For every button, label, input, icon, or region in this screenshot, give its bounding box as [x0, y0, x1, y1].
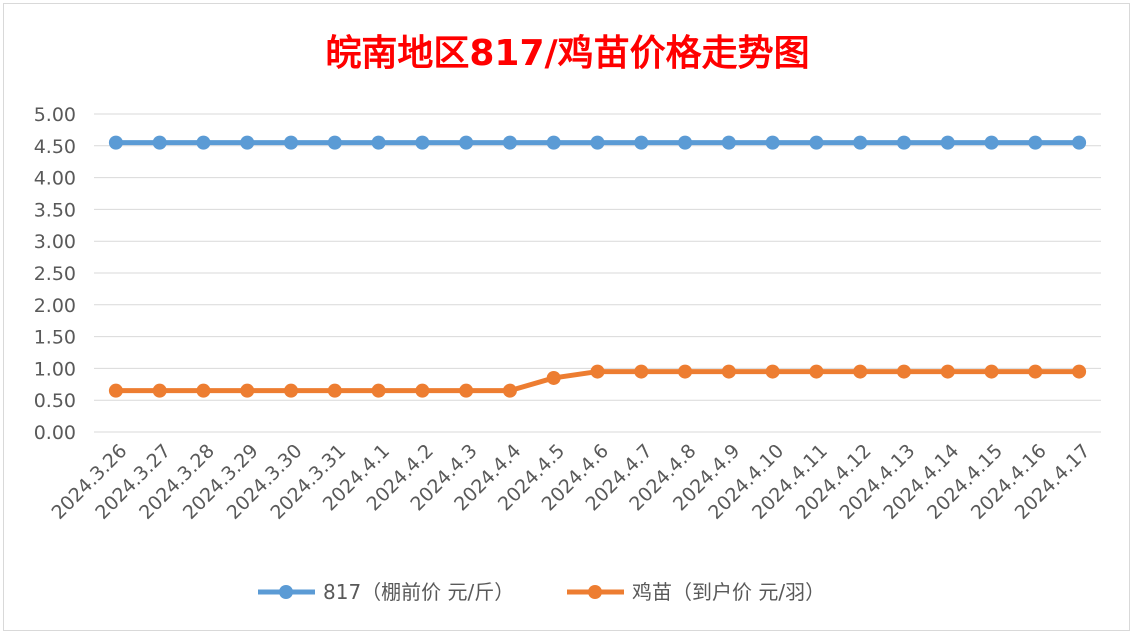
data-point	[1028, 135, 1043, 150]
legend-label: 817（棚前价 元/斤）	[323, 580, 514, 604]
gridlines	[94, 113, 1101, 433]
data-point	[984, 135, 999, 150]
data-point	[546, 370, 561, 385]
data-point	[634, 135, 649, 150]
data-point	[590, 364, 605, 379]
data-point	[853, 364, 868, 379]
data-point	[765, 364, 780, 379]
data-point	[108, 135, 123, 150]
legend-swatch-marker	[588, 585, 602, 599]
data-point	[459, 135, 474, 150]
y-axis-ticks: 0.00 0.50 1.00 1.50 2.00 2.50 3.00 3.50 4.00 4.50…	[34, 104, 76, 444]
data-point	[327, 383, 342, 398]
data-point	[1072, 135, 1087, 150]
data-point	[240, 135, 255, 150]
data-point	[196, 135, 211, 150]
y-tick-label: 1.50	[34, 327, 76, 349]
data-point	[678, 364, 693, 379]
y-tick-label: 1.00	[34, 358, 76, 380]
data-point	[415, 135, 430, 150]
data-point	[721, 364, 736, 379]
data-point	[502, 135, 517, 150]
data-point	[1072, 364, 1087, 379]
data-point	[152, 383, 167, 398]
y-tick-label: 2.50	[34, 263, 76, 285]
legend: 817（棚前价 元/斤） 鸡苗（到户价 元/羽）	[258, 580, 825, 604]
data-point	[896, 135, 911, 150]
data-point	[634, 364, 649, 379]
data-point	[721, 135, 736, 150]
data-point	[590, 135, 605, 150]
data-point	[765, 135, 780, 150]
data-point	[284, 135, 299, 150]
data-point	[502, 383, 517, 398]
data-point	[546, 135, 561, 150]
y-tick-label: 4.00	[34, 168, 76, 190]
legend-swatch-marker	[279, 585, 293, 599]
y-tick-label: 0.50	[34, 390, 76, 412]
data-point	[371, 135, 386, 150]
chart-frame	[3, 3, 1130, 631]
data-point	[940, 135, 955, 150]
data-point	[327, 135, 342, 150]
data-point	[984, 364, 999, 379]
data-point	[371, 383, 386, 398]
y-tick-label: 4.50	[34, 136, 76, 158]
data-point	[240, 383, 255, 398]
data-point	[853, 135, 868, 150]
x-axis-ticks: 2024.3.262024.3.272024.3.282024.3.292024…	[47, 440, 1094, 524]
legend-label: 鸡苗（到户价 元/羽）	[632, 580, 825, 604]
data-point	[940, 364, 955, 379]
data-point	[415, 383, 430, 398]
y-tick-label: 3.50	[34, 199, 76, 221]
y-tick-label: 0.00	[34, 422, 76, 444]
y-tick-label: 3.00	[34, 231, 76, 253]
data-point	[809, 135, 824, 150]
series-lines	[108, 135, 1087, 398]
data-point	[678, 135, 693, 150]
data-point	[108, 383, 123, 398]
data-point	[152, 135, 167, 150]
y-tick-label: 5.00	[34, 104, 76, 126]
data-point	[196, 383, 211, 398]
chart-title: 皖南地区817/鸡苗价格走势图	[325, 33, 810, 74]
y-tick-label: 2.00	[34, 295, 76, 317]
data-point	[809, 364, 824, 379]
data-point	[896, 364, 911, 379]
data-point	[459, 383, 474, 398]
data-point	[284, 383, 299, 398]
data-point	[1028, 364, 1043, 379]
